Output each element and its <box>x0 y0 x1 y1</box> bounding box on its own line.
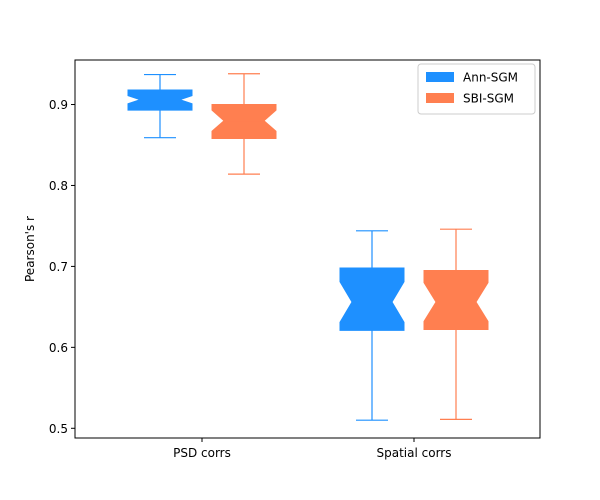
axis-layer: 0.5 0.6 0.7 0.8 0.9 PSD corrs Spatial corrs <box>49 98 452 460</box>
legend-swatch <box>426 72 454 82</box>
x-tick-label: PSD corrs <box>173 446 231 460</box>
y-axis-label: Pearson's r <box>23 216 37 282</box>
box-sbi-sgm-1 <box>211 73 277 175</box>
box-ann-sgm-1 <box>127 73 193 139</box>
box-sbi-sgm-2 <box>423 228 489 420</box>
y-tick-label: 0.8 <box>49 179 68 193</box>
x-tick-label: Spatial corrs <box>377 446 452 460</box>
plot-frame <box>74 59 541 439</box>
notched-box <box>423 269 489 331</box>
legend-label: Ann-SGM <box>463 71 518 85</box>
y-tick-label: 0.5 <box>49 422 68 436</box>
legend-swatch <box>426 93 454 103</box>
y-tick-label: 0.9 <box>49 98 68 112</box>
plot-layer <box>127 73 489 421</box>
y-tick-label: 0.7 <box>49 260 68 274</box>
legend-label: SBI-SGM <box>463 92 514 106</box>
y-tick-label: 0.6 <box>49 341 68 355</box>
legend: Ann-SGM SBI-SGM <box>417 63 536 115</box>
notched-box <box>339 267 405 331</box>
box-ann-sgm-2 <box>339 230 405 421</box>
notched-box <box>211 104 277 140</box>
